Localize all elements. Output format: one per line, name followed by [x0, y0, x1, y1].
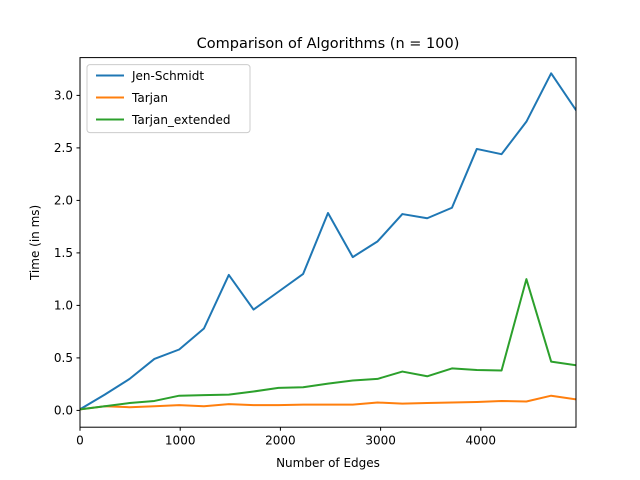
axes-frame [79, 57, 577, 428]
x-tick-label: 3000 [365, 434, 396, 448]
legend: Jen-Schmidt Tarjan Tarjan_extended [86, 64, 251, 134]
legend-label: Tarjan [131, 91, 168, 105]
chart-title: Comparison of Algorithms (n = 100) [197, 36, 460, 52]
x-tick-label: 1000 [165, 434, 196, 448]
legend-box [86, 64, 251, 134]
y-tick-label: 2.0 [54, 194, 73, 208]
y-tick-label: 1.0 [54, 299, 73, 313]
x-tick-label: 0 [76, 434, 84, 448]
x-tick-label: 4000 [466, 434, 497, 448]
series-line-2 [80, 394, 576, 411]
y-axis-ticks: 0.0 0.5 1.0 1.5 2.0 2.5 3.0 [54, 89, 80, 418]
x-axis-ticks: 0 1000 2000 3000 4000 [76, 427, 496, 448]
legend-label: Tarjan_extended [131, 113, 231, 127]
x-tick-label: 2000 [265, 434, 296, 448]
x-axis-label: Number of Edges [276, 456, 380, 470]
y-tick-label: 0.5 [54, 351, 73, 365]
y-tick-label: 2.5 [54, 141, 73, 155]
series-line-3 [80, 278, 576, 411]
y-axis-label: Time (in ms) [28, 205, 42, 281]
y-tick-label: 1.5 [54, 246, 73, 260]
axes [79, 57, 577, 428]
plot-area [80, 72, 576, 411]
y-tick-label: 3.0 [54, 89, 73, 103]
series-line-1 [80, 72, 576, 411]
legend-label: Jen-Schmidt [131, 69, 204, 83]
y-tick-label: 0.0 [54, 404, 73, 418]
